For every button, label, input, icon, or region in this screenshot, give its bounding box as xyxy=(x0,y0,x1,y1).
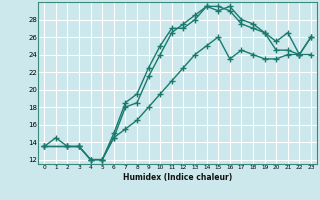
X-axis label: Humidex (Indice chaleur): Humidex (Indice chaleur) xyxy=(123,173,232,182)
